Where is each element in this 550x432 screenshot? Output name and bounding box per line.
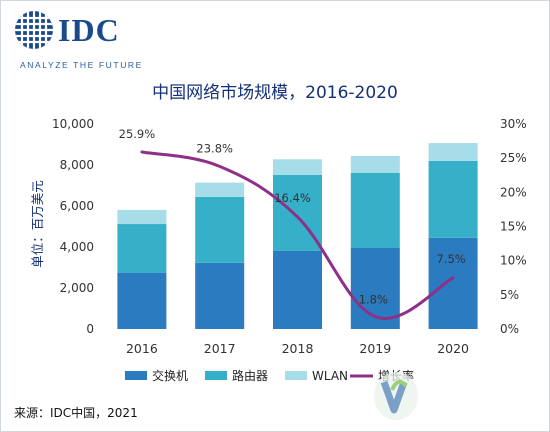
- bar-router: [117, 224, 167, 273]
- y-tick-label: 0: [86, 322, 94, 336]
- bar-switch: [428, 237, 478, 329]
- growth-data-label: 16.4%: [274, 191, 311, 205]
- y-tick-label: 4,000: [60, 240, 94, 254]
- x-tick-label: 2020: [437, 341, 469, 356]
- growth-rate-line: [140, 150, 455, 320]
- legend-swatch-wlan: [285, 371, 307, 380]
- legend-label-wlan: WLAN: [312, 369, 348, 383]
- y2-tick-label: 5%: [500, 288, 519, 302]
- y-tick-label: 10,000: [52, 117, 94, 131]
- idc-globe-icon: [15, 11, 53, 49]
- bar-wlan: [117, 209, 167, 225]
- bar-router: [195, 196, 245, 263]
- y2-tick-label: 25%: [500, 151, 527, 165]
- x-tick-label: 2019: [359, 341, 391, 356]
- chart-title: 中国网络市场规模，2016-2020: [152, 83, 398, 103]
- source-note: 来源：IDC中国，2021: [14, 406, 138, 420]
- bar-switch: [273, 250, 322, 329]
- y2-tick-label: 10%: [500, 254, 527, 268]
- bar-wlan: [428, 143, 478, 161]
- bar-wlan: [273, 159, 322, 175]
- bar-switch: [117, 272, 167, 329]
- legend-swatch-switch: [125, 371, 147, 380]
- y-tick-label: 6,000: [60, 199, 94, 213]
- bar-router: [428, 160, 478, 238]
- idc-tagline: ANALYZE THE FUTURE: [20, 60, 143, 70]
- y2-tick-label: 15%: [500, 220, 527, 234]
- growth-data-label: 23.8%: [196, 141, 233, 155]
- y-tick-label: 2,000: [60, 281, 94, 295]
- legend-label-router: 路由器: [232, 368, 268, 383]
- x-tick-label: 2017: [204, 341, 236, 356]
- legend-swatch-router: [205, 371, 227, 380]
- y-tick-label: 8,000: [60, 158, 94, 172]
- growth-data-label: 1.8%: [359, 293, 388, 307]
- legend-label-switch: 交换机: [152, 368, 188, 383]
- watermark-badge: [374, 372, 418, 420]
- bar-router: [350, 172, 400, 248]
- idc-logo: IDC ANALYZE THE FUTURE: [14, 10, 154, 70]
- bar-switch: [195, 262, 245, 329]
- bar-wlan: [195, 182, 245, 197]
- y2-tick-label: 0%: [500, 322, 519, 336]
- x-tick-label: 2018: [282, 341, 314, 356]
- y2-tick-label: 30%: [500, 117, 527, 131]
- bar-wlan: [350, 155, 400, 173]
- growth-data-label: 25.9%: [119, 127, 156, 141]
- growth-data-label: 7.5%: [436, 252, 465, 266]
- idc-logo-text: IDC: [58, 12, 120, 48]
- y2-tick-label: 20%: [500, 185, 527, 199]
- x-tick-label: 2016: [126, 341, 158, 356]
- y-axis-label: 单位：百万美元: [30, 180, 45, 268]
